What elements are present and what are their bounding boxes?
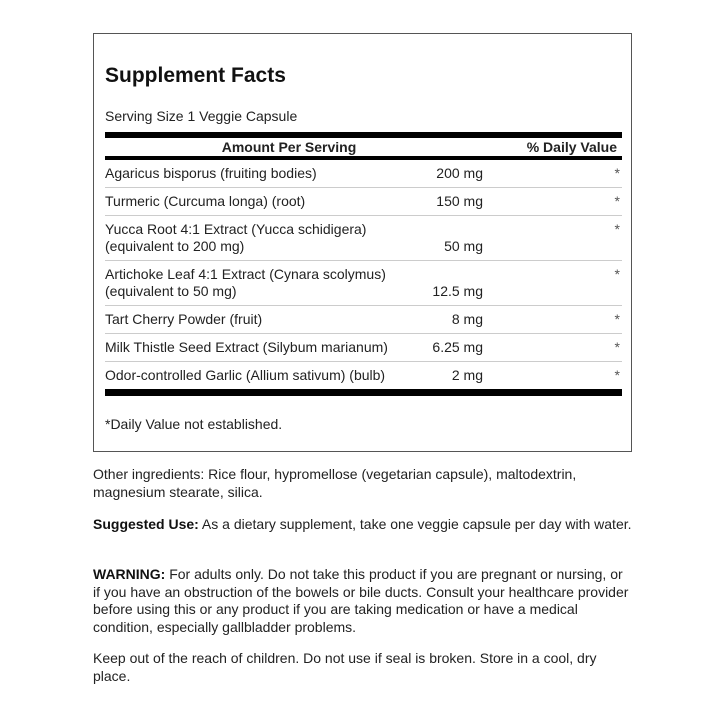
suggested-use: Suggested Use: As a dietary supplement, … [93,516,633,534]
table-row: Turmeric (Curcuma longa) (root) 150 mg * [105,188,622,216]
daily-value-header: % Daily Value [526,139,617,155]
amount-header: Amount Per Serving [221,139,357,155]
daily-value: * [614,311,620,327]
table-row: Agaricus bisporus (fruiting bodies) 200 m… [105,160,622,188]
storage-note: Keep out of the reach of children. Do no… [93,650,597,684]
ingredient-amount: 150 mg [436,193,483,209]
other-ingredients: Other ingredients: Rice flour, hypromell… [93,466,577,500]
ingredient-amount: 6.25 mg [432,339,483,355]
daily-value: * [614,367,620,383]
table-row: Milk Thistle Seed Extract (Silybum maria… [105,334,622,362]
panel-title: Supplement Facts [105,64,286,87]
warning-text: For adults only. Do not take this produc… [93,566,629,635]
ingredient-name: Odor-controlled Garlic (Allium sativum) … [105,367,386,383]
ingredient-name: Milk Thistle Seed Extract (Silybum maria… [105,339,388,355]
table-row: Artichoke Leaf 4:1 Extract (Cynara scoly… [105,261,622,306]
table-row: Yucca Root 4:1 Extract (Yucca schidigera… [105,216,622,261]
ingredient-name: Yucca Root 4:1 Extract (Yucca schidigera… [105,221,367,254]
ingredient-name: Artichoke Leaf 4:1 Extract (Cynara scoly… [105,266,386,299]
table-row: Odor-controlled Garlic (Allium sativum) … [105,362,622,389]
ingredient-name: Turmeric (Curcuma longa) (root) [105,193,306,209]
ingredient-name: Agaricus bisporus (fruiting bodies) [105,165,317,181]
thick-divider [105,389,622,396]
ingredient-amount: 12.5 mg [432,283,483,299]
ingredient-name: Tart Cherry Powder (fruit) [105,311,263,327]
daily-value: * [614,193,620,209]
serving-size: Serving Size 1 Veggie Capsule [105,108,298,124]
thick-divider [105,132,622,138]
footnote: *Daily Value not established. [105,416,283,432]
ingredient-amount: 200 mg [436,165,483,181]
suggested-use-label: Suggested Use: [93,516,199,532]
table-row: Tart Cherry Powder (fruit) 8 mg * [105,306,622,334]
warning: WARNING: For adults only. Do not take th… [93,566,633,636]
warning-label: WARNING: [93,566,166,582]
daily-value: * [614,266,620,282]
daily-value: * [614,221,620,237]
daily-value: * [614,165,620,181]
ingredient-amount: 2 mg [451,367,483,383]
ingredient-amount: 8 mg [451,311,483,327]
facts-table: Amount Per Serving % Daily Value Agaricu… [105,132,622,396]
suggested-use-text: As a dietary supplement, take one veggie… [198,516,632,532]
ingredient-amount: 50 mg [444,238,483,254]
table-header: Amount Per Serving % Daily Value [105,138,622,160]
supplement-facts-panel: Supplement Facts Serving Size 1 Veggie C… [93,33,632,452]
daily-value: * [614,339,620,355]
